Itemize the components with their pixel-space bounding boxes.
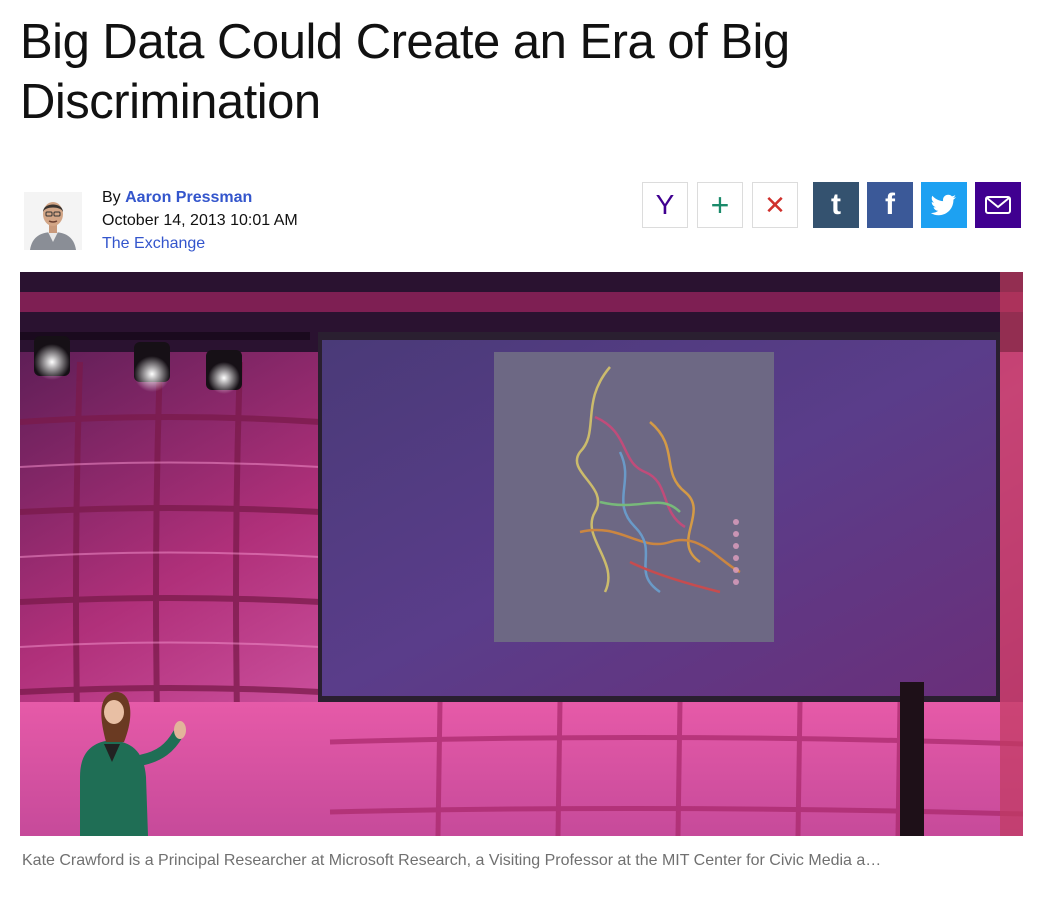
section-link[interactable]: The Exchange	[102, 235, 206, 252]
add-button[interactable]: +	[697, 182, 743, 228]
author-link[interactable]: Aaron Pressman	[125, 189, 253, 206]
facebook-share-button[interactable]: f	[867, 182, 913, 228]
tumblr-icon: t	[831, 188, 841, 221]
publish-date: October 14, 2013 10:01 AM	[102, 212, 298, 229]
close-icon: ✕	[764, 189, 786, 220]
mail-icon	[985, 196, 1011, 214]
article-headline: Big Data Could Create an Era of Big Disc…	[20, 15, 790, 129]
byline-meta: By Aaron Pressman October 14, 2013 10:01…	[102, 186, 402, 255]
email-share-button[interactable]	[975, 182, 1021, 228]
twitter-icon	[931, 194, 956, 216]
author-avatar[interactable]	[24, 192, 82, 250]
hero-photo[interactable]	[20, 272, 1023, 836]
twitter-share-button[interactable]	[921, 182, 967, 228]
yahoo-share-button[interactable]: Y	[642, 182, 688, 228]
tumblr-share-button[interactable]: t	[813, 182, 859, 228]
photo-caption: Kate Crawford is a Principal Researcher …	[22, 852, 882, 869]
byline-prefix: By	[102, 189, 121, 206]
yahoo-icon: Y	[655, 189, 675, 220]
byline-author-line: By Aaron Pressman	[102, 186, 402, 209]
close-button[interactable]: ✕	[752, 182, 798, 228]
facebook-icon: f	[885, 188, 895, 221]
plus-icon: +	[710, 186, 730, 223]
